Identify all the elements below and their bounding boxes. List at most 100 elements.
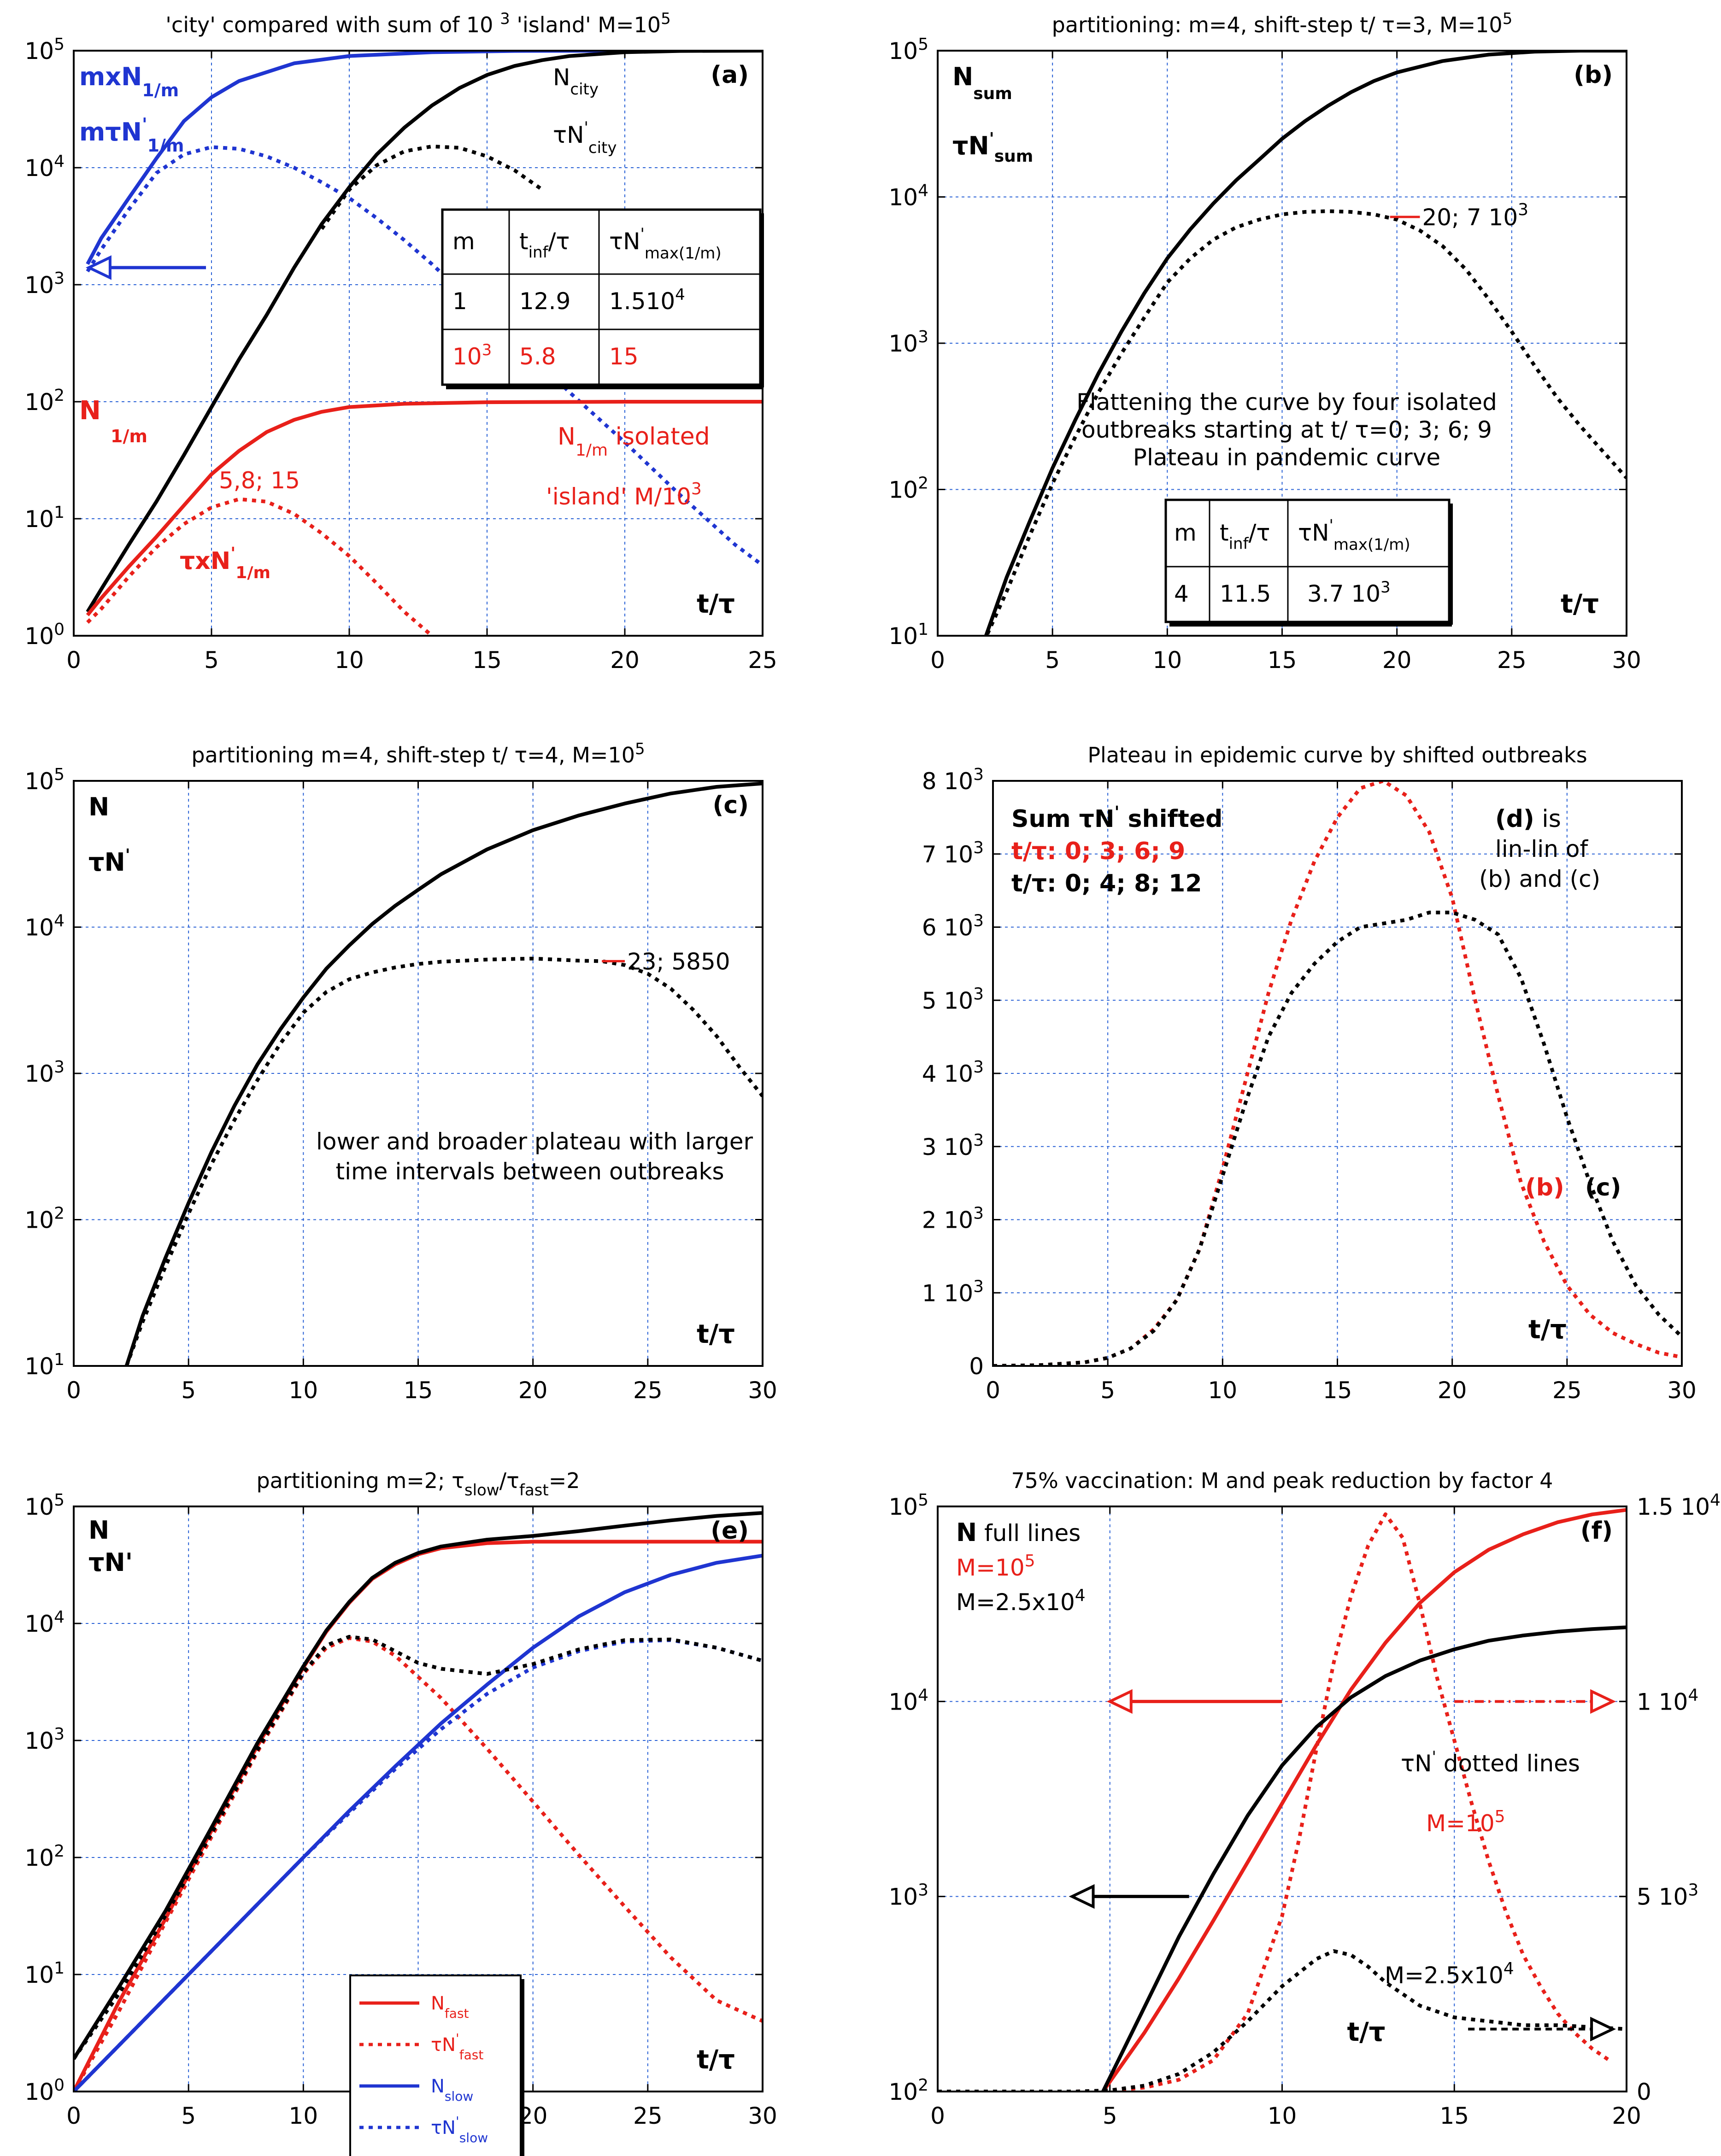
label-base: 10 xyxy=(24,623,54,650)
series-line-n-sum xyxy=(984,51,1627,636)
label-sup: 3 xyxy=(973,1058,984,1077)
y-tick-label: 0 xyxy=(969,1353,984,1380)
label-sup: 4 xyxy=(1710,1491,1721,1510)
label-sup: 0 xyxy=(54,620,65,639)
x-tick-label: 15 xyxy=(1439,2103,1469,2129)
sup: 4 xyxy=(675,286,685,304)
label-base: 10 xyxy=(24,38,54,64)
table-cell: 4 xyxy=(1174,580,1189,607)
label-sup: 3 xyxy=(973,912,984,931)
label-base: 5 10 xyxy=(1637,1884,1688,1910)
y-tick-label: 103 xyxy=(888,328,928,357)
y-tick-label: 100 xyxy=(24,620,65,650)
y-tick-label: 8 103 xyxy=(922,765,984,795)
sub: slow xyxy=(445,2089,473,2104)
label-shift-red: t/τ: 0; 3; 6; 9 xyxy=(1011,838,1185,865)
annotation: outbreaks starting at t/ τ=0; 3; 6; 9 xyxy=(1081,416,1492,443)
y-tick-label: 100 xyxy=(24,2076,65,2105)
label-sup: 4 xyxy=(54,152,65,171)
x-tick-label: 0 xyxy=(930,2103,945,2129)
label-base: 10 xyxy=(24,155,54,182)
panel-label: (f) xyxy=(1580,1517,1613,1545)
sup: ' xyxy=(142,114,147,135)
y2-tick-label: 5 103 xyxy=(1637,1881,1698,1910)
x-tick-label: 10 xyxy=(289,1377,318,1404)
sub: 1/m xyxy=(235,563,270,582)
table-cell: m xyxy=(452,228,475,255)
annotation: (b) and (c) xyxy=(1479,866,1600,892)
label-sup: 3 xyxy=(54,1725,65,1744)
label-tauN: τN' xyxy=(88,846,130,877)
y-tick-label: 101 xyxy=(24,1959,65,1988)
y2-tick-label: 1 104 xyxy=(1637,1686,1698,1715)
label-sup: 4 xyxy=(1688,1686,1698,1705)
x-tick-label: 5 xyxy=(1103,2103,1117,2129)
y-tick-label: 105 xyxy=(24,1491,65,1520)
label-M-black-2: M=2.5x104 xyxy=(1385,1959,1514,1989)
x-tick-label: 10 xyxy=(335,647,364,674)
panel-label: (b) xyxy=(1574,61,1613,89)
axis-label-x: t/τ xyxy=(1561,589,1599,619)
label-sup: 5 xyxy=(918,35,928,54)
x-tick-label: 20 xyxy=(610,647,640,674)
y-tick-label: 104 xyxy=(888,182,928,211)
rest: /τ xyxy=(548,228,570,255)
x-tick-label: 25 xyxy=(748,647,777,674)
x-tick-label: 25 xyxy=(1552,1377,1582,1404)
x-tick-label: 30 xyxy=(1667,1377,1697,1404)
label-base: 2 10 xyxy=(922,1207,973,1234)
x-tick-label: 15 xyxy=(404,1377,433,1404)
x-tick-label: 10 xyxy=(1153,647,1182,674)
sup: ' xyxy=(456,2031,459,2046)
series-line-n-slow xyxy=(74,1553,763,2092)
label-base: 10 xyxy=(888,1884,918,1910)
chart-title: 'city' compared with sum of 10 3 'island… xyxy=(165,10,670,37)
panel-label: (d) is xyxy=(1495,805,1561,833)
label-b: (b) xyxy=(1525,1174,1564,1201)
x-tick-label: 20 xyxy=(1438,1377,1467,1404)
label-sup: 2 xyxy=(918,2076,928,2095)
sup: ' xyxy=(1432,1748,1436,1766)
sub: max(1/m) xyxy=(645,244,722,263)
series-line-n-1-m xyxy=(86,400,763,616)
sup: ' xyxy=(640,225,645,243)
label-base: 10 xyxy=(24,914,54,941)
y-tick-label: 101 xyxy=(24,503,65,533)
chart-title: partitioning m=4, shift-step t/ τ=4, M=1… xyxy=(191,740,645,767)
y-tick-label: 102 xyxy=(888,474,928,504)
label-base: 10 xyxy=(888,38,918,64)
label-base: 10 xyxy=(24,1060,54,1087)
sub: fast xyxy=(519,1481,549,1500)
label-sup: 3 xyxy=(973,984,984,1003)
sup: ' xyxy=(456,2114,459,2129)
x-tick-label: 30 xyxy=(748,1377,777,1404)
axis-label-x: t/τ xyxy=(1528,1315,1567,1345)
sup: ' xyxy=(989,129,994,148)
sup: 3 xyxy=(482,341,492,359)
label-base: 10 xyxy=(24,1845,54,1871)
label-tauxN: τxN'1/m xyxy=(180,544,270,582)
series-line--n-m-10-5 xyxy=(938,1512,1610,2092)
title-sup: 3 xyxy=(500,10,510,28)
label-base: M=10 xyxy=(1426,1810,1495,1837)
panel-c: 0 5 10 15 20 25 30101102103104105partitioning … xyxy=(24,740,777,1404)
label-sup: 4 xyxy=(1075,1586,1086,1605)
arrow-left-icon xyxy=(1106,1689,1133,1714)
table-cell: 3.7 103 xyxy=(1307,578,1391,607)
label-base: 6 10 xyxy=(922,914,973,941)
label-M-black: M=2.5x104 xyxy=(956,1586,1086,1616)
annotation: Flattening the curve by four isolated xyxy=(1076,389,1497,416)
sub: fast xyxy=(445,2006,469,2021)
x-tick-label: 15 xyxy=(1268,647,1297,674)
axis-label-x: t/τ xyxy=(697,1319,735,1349)
x-tick-label: 10 xyxy=(1208,1377,1238,1404)
sub: sum xyxy=(994,147,1034,166)
table-cell: m xyxy=(1174,520,1197,546)
y-tick-label: 1 103 xyxy=(922,1277,984,1306)
y-tick-label: 103 xyxy=(888,1881,928,1910)
series-line-m-n-1-m xyxy=(86,145,763,567)
label-base: 10 xyxy=(24,272,54,299)
